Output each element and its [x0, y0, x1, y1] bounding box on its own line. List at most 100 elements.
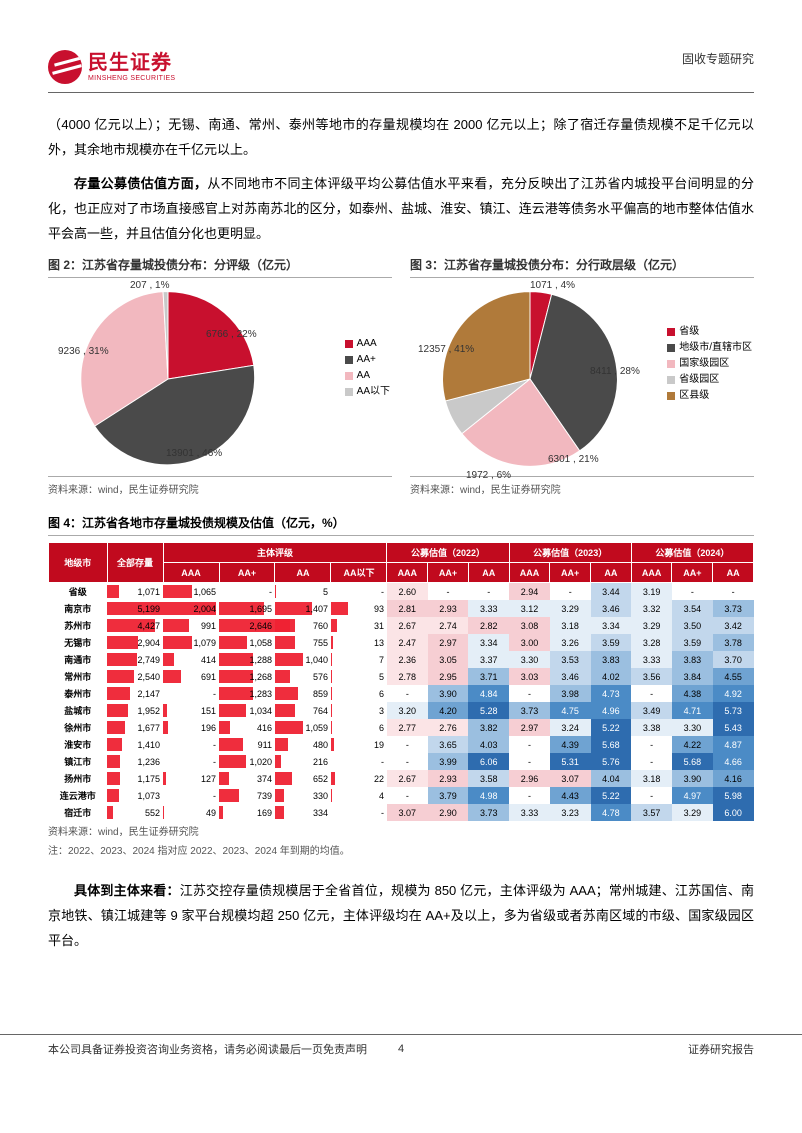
brand-logo: 民生证券 MINSHENG SECURITIES: [48, 50, 175, 84]
table-bar-cell: 1,175: [107, 770, 163, 787]
table-heat-cell: 3.83: [672, 651, 713, 668]
table-heat-cell: 3.84: [672, 668, 713, 685]
table-heat-cell: -: [428, 583, 469, 601]
table-heat-cell: 5.28: [468, 702, 509, 719]
table-heat-cell: 3.34: [468, 634, 509, 651]
table-bar-cell: 1,071: [107, 583, 163, 601]
table-heat-cell: 3.12: [509, 600, 550, 617]
table-heat-cell: 4.38: [672, 685, 713, 702]
table-heat-cell: -: [631, 753, 672, 770]
table-bar-cell: 169: [219, 804, 275, 821]
table-bar-cell: 1,065: [163, 583, 219, 601]
table-heat-cell: -: [468, 583, 509, 601]
table-heat-cell: 3.03: [509, 668, 550, 685]
table-bar-cell: 5,199: [107, 600, 163, 617]
table-row: 宿迁市55249169334-3.072.903.733.333.234.783…: [49, 804, 754, 821]
table-subheader: AA: [275, 563, 331, 583]
table-heat-cell: -: [387, 787, 428, 804]
table-bar-cell: 414: [163, 651, 219, 668]
table-row: 泰州市2,147-1,2838596-3.904.84-3.984.73-4.3…: [49, 685, 754, 702]
table-heat-cell: -: [509, 736, 550, 753]
table-row: 苏州市4,4279912,646760312.672.742.823.083.1…: [49, 617, 754, 634]
legend-label: 地级市/直辖市区: [679, 340, 752, 356]
fig2-source: 资料来源：wind，民生证券研究院: [48, 476, 392, 496]
table-bar-cell: 6: [331, 719, 387, 736]
table-heat-cell: 4.71: [672, 702, 713, 719]
table-header: 公募估值（2022）: [387, 543, 509, 563]
table-bar-cell: -: [219, 583, 275, 601]
table-heat-cell: 5.76: [591, 753, 632, 770]
table-heat-cell: 3.82: [468, 719, 509, 736]
pie-label: 1071 , 4%: [530, 280, 575, 291]
table-heat-cell: 3.20: [387, 702, 428, 719]
table-heat-cell: 4.22: [672, 736, 713, 753]
legend-label: 省级园区: [679, 372, 719, 388]
table-row: 南通市2,7494141,2881,04072.363.053.373.303.…: [49, 651, 754, 668]
table-heat-cell: 3.79: [428, 787, 469, 804]
pie-label: 8411 , 28%: [590, 366, 640, 377]
table-heat-cell: 4.16: [713, 770, 754, 787]
table-heat-cell: 3.73: [509, 702, 550, 719]
table-heat-cell: 6.00: [713, 804, 754, 821]
table-subheader: AA+: [672, 563, 713, 583]
table-header: 主体评级: [163, 543, 387, 563]
legend-label: AA以下: [357, 384, 390, 400]
city-cell: 宿迁市: [49, 804, 108, 821]
pie-legend: AAAAA+AAAA以下: [345, 336, 390, 400]
table-subheader: AAA: [631, 563, 672, 583]
table-bar-cell: 1,073: [107, 787, 163, 804]
table-heat-cell: 3.18: [550, 617, 591, 634]
table-bar-cell: 1,410: [107, 736, 163, 753]
table-heat-cell: 2.36: [387, 651, 428, 668]
table-bar-cell: 49: [163, 804, 219, 821]
table-bar-cell: 755: [275, 634, 331, 651]
table-bar-cell: 330: [275, 787, 331, 804]
table-bar-cell: 2,904: [107, 634, 163, 651]
fig3-title: 图 3：江苏省存量城投债分布：分行政层级（亿元）: [410, 256, 754, 278]
table-bar-cell: 93: [331, 600, 387, 617]
table-heat-cell: 3.65: [428, 736, 469, 753]
table-bar-cell: 1,059: [275, 719, 331, 736]
table-heat-cell: 2.97: [509, 719, 550, 736]
paragraph-2: 存量公募债估值方面，从不同地市不同主体评级平均公募估值水平来看，充分反映出了江苏…: [48, 172, 754, 246]
table-bar-cell: 991: [163, 617, 219, 634]
legend-swatch-icon: [345, 372, 353, 380]
table-header: 全部存量: [107, 543, 163, 583]
city-cell: 无锡市: [49, 634, 108, 651]
table-bar-cell: 576: [275, 668, 331, 685]
table-subheader: AA: [468, 563, 509, 583]
table-heat-cell: 3.07: [550, 770, 591, 787]
table-row: 无锡市2,9041,0791,058755132.472.973.343.003…: [49, 634, 754, 651]
table-bar-cell: 2,004: [163, 600, 219, 617]
table-heat-cell: 4.39: [550, 736, 591, 753]
table-bar-cell: 739: [219, 787, 275, 804]
city-cell: 泰州市: [49, 685, 108, 702]
table-bar-cell: -: [331, 804, 387, 821]
table-row: 南京市5,1992,0041,6951,407932.812.933.333.1…: [49, 600, 754, 617]
table-heat-cell: 2.97: [428, 634, 469, 651]
table-heat-cell: 3.53: [550, 651, 591, 668]
table-heat-cell: 2.74: [428, 617, 469, 634]
table-heat-cell: 3.37: [468, 651, 509, 668]
table-bar-cell: 1,040: [275, 651, 331, 668]
table-heat-cell: 5.22: [591, 719, 632, 736]
brand-logo-icon: [48, 50, 82, 84]
table-subheader: AA+: [550, 563, 591, 583]
table-row: 扬州市1,175127374652222.672.933.582.963.074…: [49, 770, 754, 787]
table-row: 连云港市1,073-7393304-3.794.98-4.435.22-4.97…: [49, 787, 754, 804]
table-heat-cell: 4.55: [713, 668, 754, 685]
table-heat-cell: 5.98: [713, 787, 754, 804]
table-heat-cell: 5.68: [672, 753, 713, 770]
table-heat-cell: 3.59: [591, 634, 632, 651]
table-bar-cell: 552: [107, 804, 163, 821]
table-bar-cell: 760: [275, 617, 331, 634]
fig4-title: 图 4：江苏省各地市存量城投债规模及估值（亿元，%）: [48, 514, 754, 536]
table-heat-cell: 4.04: [591, 770, 632, 787]
table-heat-cell: 2.67: [387, 770, 428, 787]
table-subheader: AA+: [428, 563, 469, 583]
table-bar-cell: 1,695: [219, 600, 275, 617]
pie-label: 13901 , 46%: [166, 448, 222, 459]
table-heat-cell: 3.26: [550, 634, 591, 651]
table-bar-cell: 764: [275, 702, 331, 719]
table-heat-cell: 3.08: [509, 617, 550, 634]
